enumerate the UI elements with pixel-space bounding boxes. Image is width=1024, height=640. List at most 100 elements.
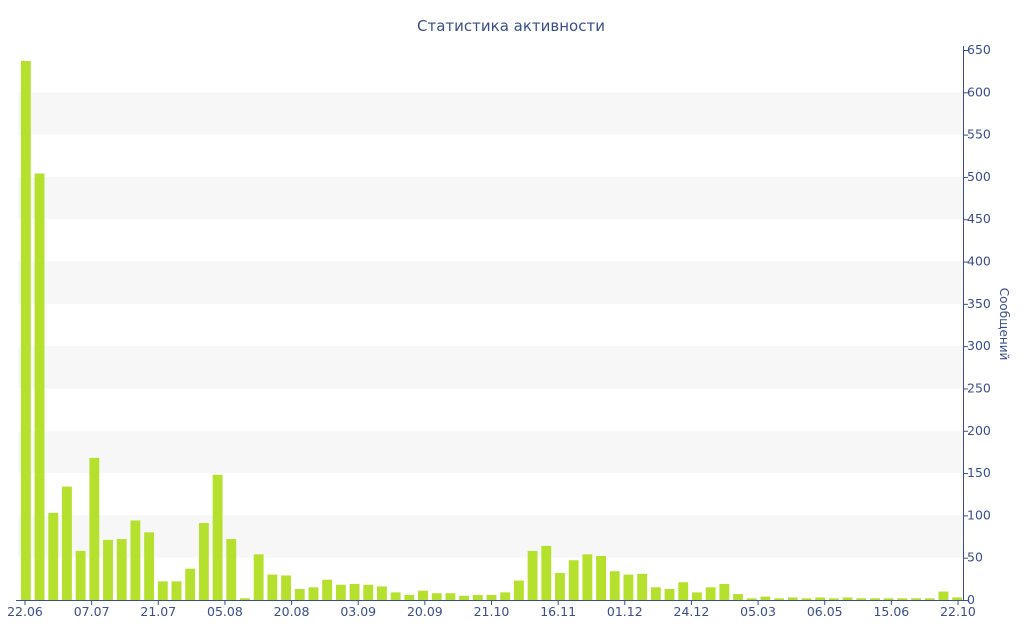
bar	[527, 550, 538, 600]
y-tick-label: 100	[967, 507, 991, 522]
bar	[938, 591, 949, 600]
bar	[226, 539, 237, 600]
bar	[719, 583, 730, 600]
bar	[377, 586, 387, 600]
bar	[870, 598, 880, 600]
x-tick-label: 06.05	[807, 604, 843, 619]
x-tick-label: 22.06	[7, 604, 43, 619]
bar	[815, 597, 826, 600]
bar	[322, 579, 333, 600]
bar	[404, 594, 415, 600]
bar	[678, 582, 689, 600]
x-tick-label: 03.09	[340, 604, 376, 619]
bar	[842, 597, 853, 600]
bar	[212, 474, 223, 600]
bar	[459, 595, 470, 600]
bar	[555, 572, 565, 600]
grid-band	[18, 261, 963, 304]
bar	[609, 571, 620, 600]
bar	[294, 589, 305, 600]
bar	[281, 575, 291, 600]
bar	[760, 596, 771, 600]
bar	[130, 520, 141, 600]
bar	[253, 554, 264, 600]
x-tick-label: 15.06	[873, 604, 909, 619]
grid-band	[18, 346, 963, 389]
bar	[623, 574, 634, 600]
bar	[582, 554, 593, 600]
grid-band	[18, 515, 963, 558]
y-tick-label: 50	[967, 550, 983, 565]
bar	[692, 592, 702, 600]
bar	[363, 584, 374, 600]
bar	[856, 598, 867, 600]
grid-band	[18, 176, 963, 220]
chart-title: Статистика активности	[417, 17, 605, 35]
bar	[897, 598, 908, 600]
bar	[144, 532, 155, 600]
bar	[787, 597, 798, 600]
bar	[75, 550, 86, 600]
grid-bands	[18, 92, 963, 558]
bar	[952, 597, 963, 600]
y-axis-label: Сообщений	[997, 288, 1011, 361]
bar	[596, 556, 606, 600]
bar	[801, 598, 812, 600]
bar	[20, 61, 31, 600]
bar	[650, 587, 661, 600]
bar	[705, 587, 716, 600]
y-tick-label: 0	[967, 592, 975, 607]
bar	[431, 593, 442, 600]
bar	[48, 512, 59, 600]
bar	[89, 457, 100, 600]
bar	[157, 581, 168, 600]
bar	[349, 583, 360, 600]
x-tick-label: 07.07	[74, 604, 110, 619]
bar	[34, 173, 45, 601]
bar	[308, 587, 319, 600]
y-tick-label: 250	[967, 380, 991, 395]
x-tick-label: 24.12	[674, 604, 710, 619]
y-axis-ticks: 0 50 100 150 200 250 300 350 400 450 500 550 600 650	[963, 42, 991, 607]
y-tick-label: 200	[967, 423, 991, 438]
bar	[828, 598, 839, 600]
bar	[568, 560, 579, 600]
y-tick-label: 400	[967, 254, 991, 269]
bar-series	[20, 61, 963, 601]
x-tick-label: 16.11	[540, 604, 576, 619]
bar	[883, 598, 894, 600]
x-tick-label: 01.12	[607, 604, 643, 619]
x-tick-label: 05.08	[207, 604, 243, 619]
bar	[513, 580, 524, 600]
y-tick-label: 550	[967, 127, 991, 142]
x-axis-ticks: 22.06 07.07 21.07 05.08 20.08 03.09 20.09 21.10…	[7, 600, 976, 619]
bar	[637, 573, 648, 600]
grid-band	[18, 430, 963, 474]
y-tick-label: 350	[967, 296, 991, 311]
bar	[500, 592, 511, 600]
bar	[445, 593, 456, 600]
x-tick-label: 21.07	[140, 604, 176, 619]
bar	[267, 574, 278, 600]
bar	[240, 598, 250, 600]
bar	[116, 539, 127, 600]
bar	[746, 598, 757, 600]
y-tick-label: 600	[967, 84, 991, 99]
bar	[541, 545, 552, 600]
x-tick-label: 21.10	[474, 604, 510, 619]
bar	[486, 594, 497, 600]
x-tick-label: 20.08	[274, 604, 310, 619]
x-tick-label: 20.09	[407, 604, 443, 619]
x-tick-label: 22.10	[940, 604, 976, 619]
bar	[335, 584, 346, 600]
bar	[418, 590, 428, 600]
bar	[911, 598, 921, 600]
bar	[103, 539, 113, 600]
bar	[198, 523, 209, 600]
bar	[733, 594, 743, 600]
y-tick-label: 650	[967, 42, 991, 57]
bar	[171, 581, 182, 600]
bar	[390, 592, 401, 600]
